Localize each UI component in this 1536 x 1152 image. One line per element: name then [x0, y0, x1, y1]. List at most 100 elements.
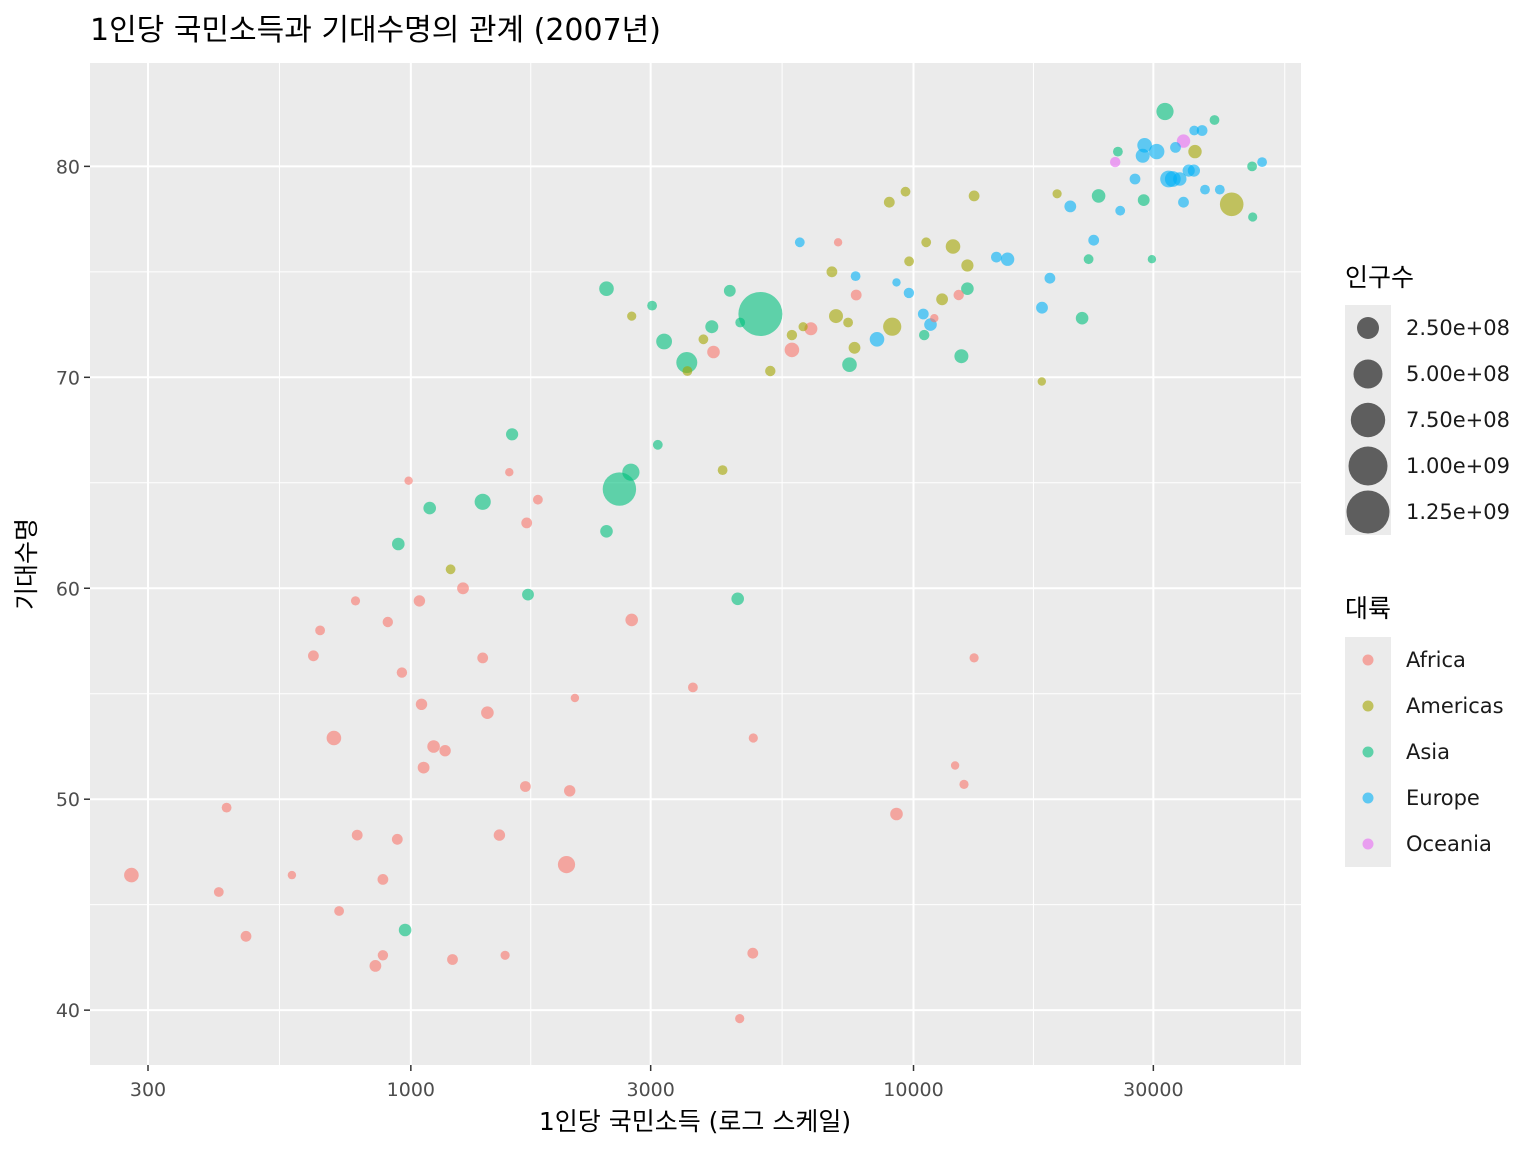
data-point-africa	[477, 652, 489, 664]
data-point-africa	[308, 650, 319, 662]
data-point-europe	[1214, 184, 1225, 195]
data-point-africa	[377, 874, 389, 885]
data-point-asia	[392, 537, 405, 551]
size-legend-label: 2.50e+08	[1406, 316, 1510, 340]
data-point-africa	[493, 829, 506, 841]
data-point-americas	[765, 365, 776, 377]
data-point-asia	[522, 588, 534, 601]
data-point-americas	[717, 465, 728, 475]
data-point-asia	[647, 300, 657, 311]
color-legend-key	[1362, 700, 1374, 712]
data-point-asia	[676, 352, 698, 373]
y-tick-label: 80	[56, 156, 80, 178]
data-point-africa	[959, 779, 969, 790]
data-point-americas	[936, 293, 948, 306]
data-point-americas	[445, 564, 456, 575]
data-point-europe	[991, 251, 1002, 263]
data-point-asia	[599, 281, 614, 297]
data-point-africa	[377, 950, 389, 961]
data-point-europe	[1178, 196, 1189, 208]
data-point-africa	[557, 856, 576, 874]
data-point-europe	[1129, 173, 1141, 185]
data-point-africa	[707, 345, 720, 359]
data-point-asia	[735, 317, 746, 328]
data-point-africa	[748, 733, 758, 743]
data-point-africa	[784, 342, 800, 358]
data-point-africa	[396, 667, 408, 678]
x-tick-label: 1000	[387, 1079, 435, 1101]
size-legend-label: 1.25e+09	[1406, 500, 1510, 524]
data-point-asia	[652, 439, 663, 450]
data-point-europe	[1044, 272, 1056, 284]
data-point-americas	[961, 259, 974, 272]
data-point-africa	[213, 887, 224, 897]
y-tick-label: 70	[56, 367, 80, 389]
data-point-americas	[968, 190, 980, 202]
data-point-americas	[698, 334, 709, 345]
data-point-africa	[533, 494, 543, 505]
data-point-asia	[1091, 189, 1106, 203]
size-legend-label: 1.00e+09	[1406, 454, 1510, 478]
data-point-europe	[1135, 148, 1150, 163]
x-axis-title: 1인당 국민소득 (로그 스케일)	[539, 1107, 851, 1136]
data-point-europe	[869, 332, 885, 347]
data-point-africa	[439, 745, 451, 757]
color-legend-key	[1362, 746, 1374, 758]
y-axis-ticks: 40 50 60 70 80	[56, 156, 90, 1022]
data-point-africa	[427, 740, 440, 753]
data-point-asia	[398, 923, 412, 937]
data-point-africa	[804, 322, 818, 336]
data-point-asia	[602, 472, 637, 506]
data-point-africa	[521, 517, 533, 529]
data-point-africa	[447, 954, 458, 965]
data-point-asia	[954, 349, 969, 364]
data-point-europe	[892, 278, 901, 287]
data-point-asia	[961, 282, 974, 296]
data-point-africa	[688, 682, 698, 693]
data-point-africa	[287, 870, 297, 880]
data-point-asia	[656, 333, 672, 350]
data-point-americas	[883, 196, 895, 208]
data-point-asia	[1147, 255, 1157, 264]
data-point-europe	[794, 237, 805, 248]
data-point-africa	[417, 761, 430, 774]
data-point-africa	[950, 761, 960, 770]
color-legend-label: Americas	[1406, 694, 1504, 718]
color-legend-title: 대륙	[1345, 594, 1391, 623]
data-point-africa	[520, 781, 531, 792]
data-point-europe	[917, 308, 929, 320]
data-point-africa	[221, 802, 232, 813]
size-legend: 2.50e+08 5.00e+08 7.50e+08 1.00e+09 1.25e+09	[1345, 305, 1510, 535]
data-point-europe	[1173, 172, 1187, 186]
size-legend-label: 5.00e+08	[1406, 362, 1510, 386]
x-tick-label: 3000	[626, 1079, 674, 1101]
x-tick-label: 10000	[883, 1079, 943, 1101]
data-point-asia	[1248, 212, 1258, 222]
data-point-americas	[798, 322, 808, 332]
x-axis-ticks: 300 1000 3000 10000 30000	[130, 1065, 1184, 1101]
data-point-asia	[731, 592, 744, 606]
data-point-africa	[326, 730, 342, 746]
data-point-europe	[1137, 138, 1152, 153]
data-point-asia	[919, 329, 930, 341]
data-point-africa	[747, 947, 759, 959]
major-gridlines	[90, 63, 1301, 1065]
data-point-europe	[1196, 125, 1208, 136]
data-point-africa	[953, 289, 964, 301]
data-point-asia	[505, 428, 519, 441]
data-point-asia	[1075, 311, 1089, 325]
data-point-asia	[1156, 102, 1174, 121]
data-point-americas	[1219, 192, 1244, 217]
color-legend-label: Oceania	[1406, 832, 1492, 856]
data-point-americas	[921, 237, 932, 248]
size-legend-title: 인구수	[1345, 263, 1414, 292]
data-point-europe	[1036, 301, 1048, 314]
data-point-asia	[474, 493, 491, 510]
size-legend-key	[1357, 317, 1379, 339]
data-point-europe	[850, 271, 861, 281]
data-points	[124, 102, 1267, 1024]
data-point-africa	[570, 693, 580, 703]
data-point-africa	[369, 960, 382, 972]
data-point-americas	[786, 329, 798, 341]
data-point-asia	[1113, 146, 1123, 157]
